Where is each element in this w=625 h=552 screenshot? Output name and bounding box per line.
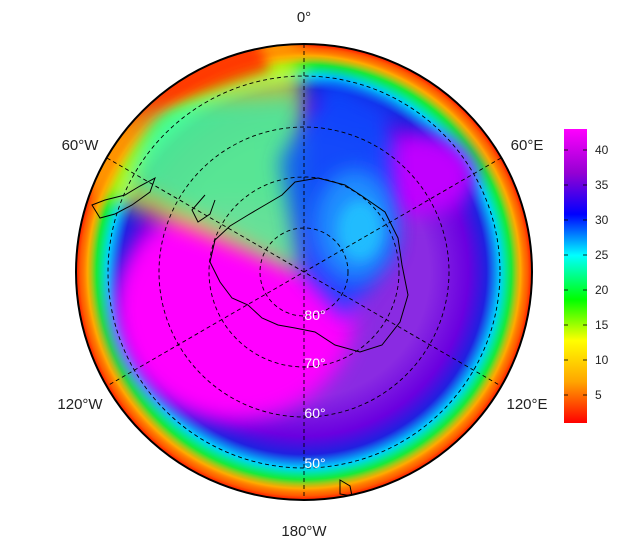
colorbar-gradient [564,129,587,423]
coastline [91,176,409,497]
graticule [106,44,502,500]
data-field [76,44,532,500]
colorbar-tick-label: 15 [595,318,609,332]
colorbar: 5 10 15 20 25 30 35 40 [564,129,609,423]
lon-label-60e: 60°E [511,137,544,154]
colorbar-tick-label: 40 [595,143,609,157]
lon-label-0: 0° [297,9,311,26]
colorbar-ticks: 5 10 15 20 25 30 35 40 [564,143,609,402]
map-border [75,43,533,501]
colorbar-tick-label: 10 [595,353,609,367]
lat-label-50: 50° [304,455,325,471]
lon-label-60w: 60°W [62,137,100,154]
lat-label-80: 80° [304,307,325,323]
lat-label-60: 60° [304,405,325,421]
lon-label-180w: 180°W [281,523,327,540]
colorbar-tick-label: 25 [595,248,609,262]
colorbar-tick-label: 5 [595,388,602,402]
lat-label-70: 70° [304,355,325,371]
colorbar-tick-label: 20 [595,283,609,297]
colorbar-tick-label: 35 [595,178,609,192]
lon-label-120e: 120°E [506,396,547,413]
lon-label-120w: 120°W [57,396,103,413]
colorbar-tick-label: 30 [595,213,609,227]
